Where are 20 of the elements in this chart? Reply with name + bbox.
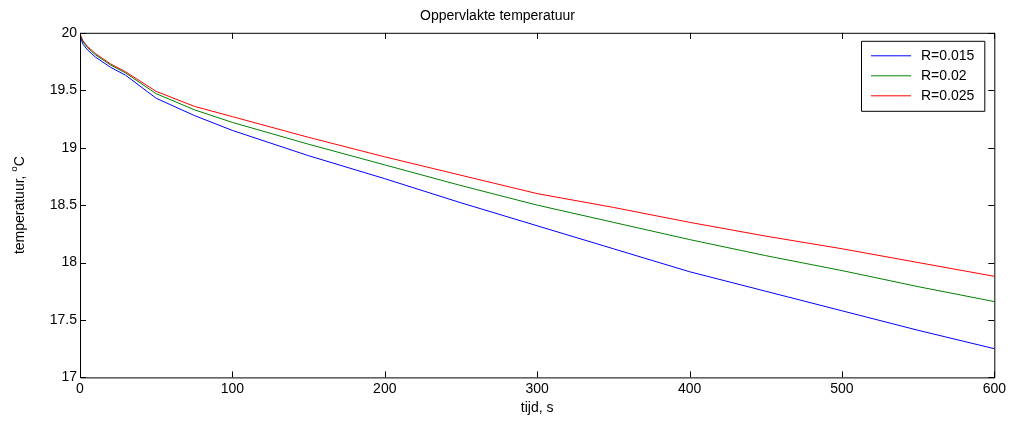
y-tick-label: 19.5 [49,81,78,98]
x-tick-label: 0 [76,379,85,396]
y-tick-label: 19 [61,138,78,155]
x-tick-label: 100 [220,379,245,396]
x-tick-label: 300 [525,379,550,396]
y-tick-label: 17 [61,368,78,385]
y-tick-label: 17.5 [49,310,78,327]
y-tick-label: 18.5 [49,195,78,212]
legend-label: R=0.02 [921,66,967,83]
x-tick-label: 500 [830,379,854,396]
legend-label: R=0.025 [921,86,975,103]
x-axis-title: tijd, s [520,399,554,416]
y-tick-label: 18 [61,253,78,270]
y-axis-title: temperatuur, oC [8,156,27,255]
x-tick-label: 400 [677,379,702,396]
x-tick-label: 200 [373,379,397,396]
chart-title: Oppervlakte temperatuur [420,7,576,24]
x-tick-label: 600 [982,379,1007,396]
y-tick-label: 20 [61,23,78,40]
legend-label: R=0.015 [921,46,975,63]
